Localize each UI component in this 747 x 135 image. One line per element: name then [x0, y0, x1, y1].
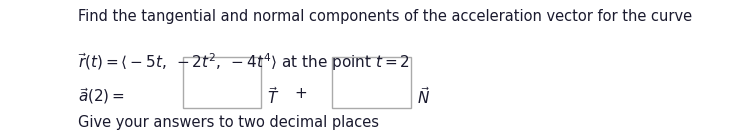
Text: $\vec{a}(2) =$: $\vec{a}(2) =$: [78, 86, 125, 106]
Text: Find the tangential and normal components of the acceleration vector for the cur: Find the tangential and normal component…: [78, 9, 692, 24]
FancyBboxPatch shape: [332, 57, 411, 108]
Text: $\vec{r}(t) = \langle-5t,\;-2t^2,\;-4t^4\rangle$ at the point $t=2$: $\vec{r}(t) = \langle-5t,\;-2t^2,\;-4t^4…: [78, 51, 411, 73]
Text: $\vec{N}$: $\vec{N}$: [417, 86, 430, 107]
Text: $+$: $+$: [294, 86, 307, 101]
FancyBboxPatch shape: [183, 57, 261, 108]
Text: $\vec{T}$: $\vec{T}$: [267, 86, 279, 107]
Text: Give your answers to two decimal places: Give your answers to two decimal places: [78, 115, 379, 130]
